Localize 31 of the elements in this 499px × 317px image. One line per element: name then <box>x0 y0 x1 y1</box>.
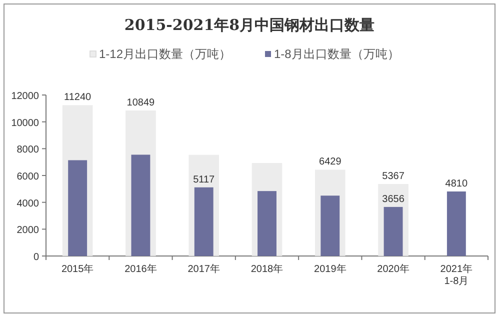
x-tick-label: 2020年 <box>377 263 410 275</box>
data-label: 11240 <box>64 92 92 104</box>
data-label: 4810 <box>445 178 468 190</box>
x-tick-label: 2016年 <box>124 263 157 275</box>
y-tick-label: 12000 <box>11 91 40 102</box>
bar <box>258 191 276 256</box>
chart-title: 2015-2021年8月中国钢材出口数量 <box>124 16 375 34</box>
legend-label: 1-12月出口数量（万吨） <box>99 47 232 61</box>
bar <box>131 154 150 256</box>
x-tick-label: 2017年 <box>188 263 220 275</box>
legend-label: 1-8月出口数量（万吨） <box>274 47 400 61</box>
bar <box>384 206 403 256</box>
y-tick-label: 6000 <box>16 172 40 182</box>
data-label: 6429 <box>319 156 342 168</box>
data-label: 3656 <box>382 194 405 205</box>
x-tick-label: 2015年 <box>61 263 94 275</box>
data-label: 5117 <box>193 174 216 186</box>
y-tick-label: 10000 <box>11 118 40 129</box>
data-label: 10849 <box>126 97 156 108</box>
bar <box>194 187 214 256</box>
y-tick-label: 0 <box>33 252 40 263</box>
x-tick-label: 2019年 <box>314 263 346 275</box>
x-tick-label: 2021年 1-8月 <box>440 263 473 287</box>
y-tick-label: 4000 <box>16 198 40 210</box>
y-tick-label: 8000 <box>16 144 40 156</box>
data-label: 5367 <box>382 170 405 182</box>
bar <box>68 160 88 256</box>
x-tick-label: 2018年 <box>250 263 284 275</box>
y-tick-label: 2000 <box>16 225 40 236</box>
bar <box>320 196 340 256</box>
bar <box>446 191 466 256</box>
